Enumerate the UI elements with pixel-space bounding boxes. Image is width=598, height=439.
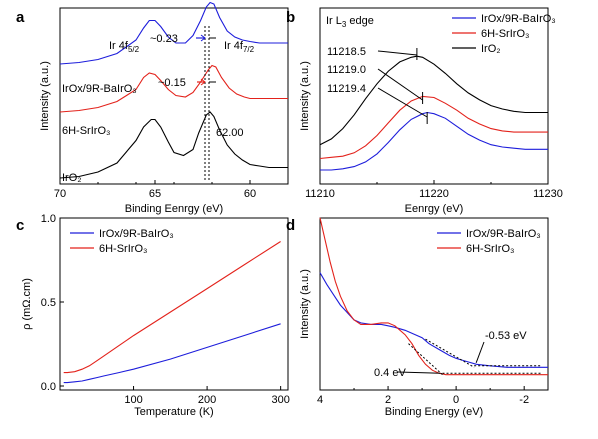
panel-label-a: a xyxy=(16,9,25,26)
legend-label-b: 6H-SrIrO₃ xyxy=(481,28,529,40)
x-tick-label-d: 4 xyxy=(317,394,323,406)
legend-label-d: IrOx/9R-BaIrO₃ xyxy=(466,228,541,240)
edge-value-label-d: 0.4 eV xyxy=(374,367,406,379)
x-tick-label-b: 11210 xyxy=(305,188,335,200)
legend-label-b: IrOx/9R-BaIrO₃ xyxy=(481,13,556,25)
edge-arrow-d xyxy=(475,341,485,363)
edge-value-label-d: -0.53 eV xyxy=(485,330,527,342)
series-line-c xyxy=(63,323,281,384)
shift-label-a: ~0.15 xyxy=(158,77,186,89)
edge-arrow-b xyxy=(377,68,423,101)
y-tick-label-c: 1.0 xyxy=(41,213,56,225)
x-tick-label-c: 200 xyxy=(198,394,216,406)
axes-frame-d xyxy=(319,217,549,391)
series-line-a xyxy=(59,111,288,179)
shift-label-a: ~0.23 xyxy=(150,33,178,45)
shift-arrow-a xyxy=(200,34,206,42)
x-tick-label-d: 0 xyxy=(453,394,459,406)
ref-value-label-a: 62.00 xyxy=(216,127,244,139)
y-tick-label-c: 0.0 xyxy=(41,381,56,393)
peak-label-a: Ir 4f7/2 xyxy=(224,40,255,54)
x-tick-label-a: 65 xyxy=(149,188,161,200)
peak-label-a: Ir 4f5/2 xyxy=(109,40,140,54)
panel-label-c: c xyxy=(16,217,24,234)
x-tick-label-b: 11220 xyxy=(419,188,449,200)
series-line-b xyxy=(319,55,548,146)
series-line-d xyxy=(319,217,548,376)
panel-label-b: b xyxy=(286,9,295,26)
legend-label-c: 6H-SrIrO₃ xyxy=(99,243,147,255)
series-label-a: IrOx/9R-BaIrO₃ xyxy=(62,83,137,95)
x-axis-label-d: Binding Energy (eV) xyxy=(385,406,483,418)
x-axis-label-a: Binding Eenrgy (eV) xyxy=(125,203,223,215)
series-label-a: 6H-SrIrO₃ xyxy=(62,125,110,137)
edge-arrow-b xyxy=(377,50,417,56)
series-line-b xyxy=(320,111,548,171)
x-tick-label-a: 60 xyxy=(244,188,256,200)
edge-value-label-b: 11218.5 xyxy=(327,46,366,58)
x-tick-label-a: 70 xyxy=(54,188,66,200)
series-line-b xyxy=(319,95,548,160)
series-label-a: IrO₂ xyxy=(62,172,82,184)
edge-value-label-b: 11219.4 xyxy=(327,83,366,95)
y-tick-label-c: 0.5 xyxy=(41,297,56,309)
legend-label-c: IrOx/9R-BaIrO₃ xyxy=(99,228,174,240)
edge-label-b: Ir L3 edge xyxy=(326,15,374,29)
legend-label-d: 6H-SrIrO₃ xyxy=(466,243,514,255)
y-axis-label-a: Intensity (a.u.) xyxy=(39,61,51,131)
x-tick-label-d: -2 xyxy=(519,394,529,406)
series-line-d xyxy=(319,272,548,368)
shift-arrow-a xyxy=(200,78,206,86)
edge-arrow-b xyxy=(377,87,428,118)
y-axis-label-d: Intensity (a.u.) xyxy=(299,269,311,339)
x-axis-label-b: Eenrgy (eV) xyxy=(405,203,464,215)
series-line-a xyxy=(59,1,288,65)
x-tick-label-c: 300 xyxy=(271,394,289,406)
x-axis-label-c: Temperature (K) xyxy=(134,406,213,418)
chart-marks: 70 65 60 IrOx/9R-BaIrO₃ 6H-SrIrO₃ IrO₂ Ir 4f5/… xyxy=(41,1,563,406)
y-axis-label-b: Intensity (a.u.) xyxy=(299,61,311,131)
series-line-a xyxy=(59,64,288,113)
edge-arrow-d xyxy=(397,371,441,374)
x-tick-label-b: 11230 xyxy=(533,188,563,200)
legend-label-b: IrO₂ xyxy=(481,43,501,55)
edge-fit-line-d xyxy=(425,338,475,368)
axes-frame-c xyxy=(59,217,289,391)
panel-label-d: d xyxy=(286,217,295,234)
y-axis-label-c: ρ (mΩ.cm) xyxy=(21,278,33,330)
series-line-c xyxy=(63,241,281,374)
edge-value-label-b: 11219.0 xyxy=(327,64,366,76)
x-tick-label-d: 2 xyxy=(385,394,391,406)
x-tick-label-c: 100 xyxy=(124,394,142,406)
